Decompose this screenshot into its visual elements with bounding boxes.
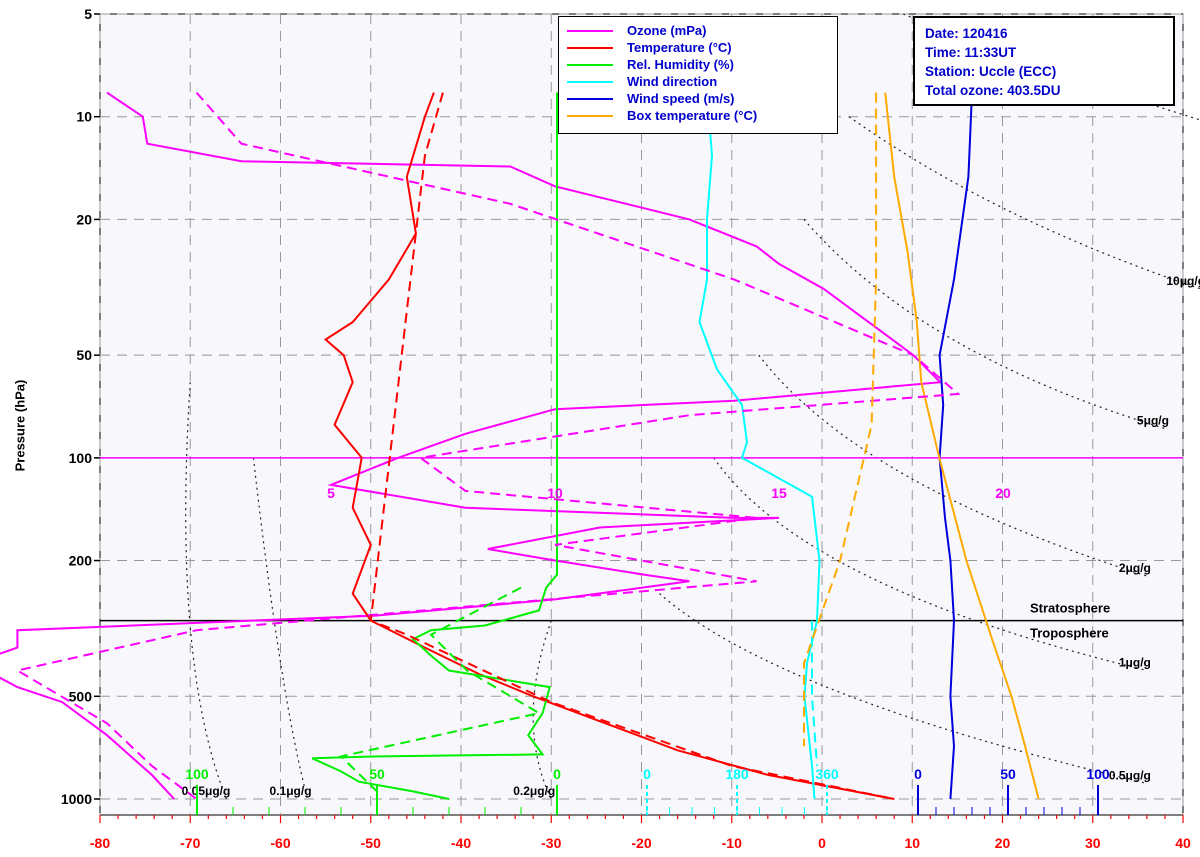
x-tick-label-temperature: 10 (904, 835, 920, 851)
legend: Ozone (mPa) Temperature (°C) Rel. Humidi… (558, 16, 838, 134)
y-tick-label: 200 (69, 553, 93, 569)
legend-swatch-humidity (567, 64, 613, 66)
mixing-ratio-label: 0.5μg/g (1109, 768, 1151, 782)
mixing-ratio-line (848, 116, 1200, 290)
x-tick-label-ozone: 15 (771, 485, 787, 501)
x-tick-label-temperature: -30 (541, 835, 561, 851)
grid (99, 13, 1184, 815)
x-tick-label-temperature: -80 (90, 835, 110, 851)
x-tick-label-ozone: 5 (327, 485, 335, 501)
legend-label-wind-direction: Wind direction (627, 74, 718, 89)
info-station: Station: Uccle (ECC) (925, 64, 1057, 79)
x-tick-label-temperature: 20 (995, 835, 1011, 851)
series-line (0, 91, 943, 800)
mixing-ratio-label: 1μg/g (1119, 655, 1151, 669)
legend-swatch-temperature (567, 47, 613, 49)
series-line (938, 92, 973, 800)
legend-item-temperature: Temperature (°C) (559, 40, 837, 56)
x-tick-label-temperature: 0 (818, 835, 826, 851)
y-tick-labels: 5 10 20 50 100 200 500 1000 (61, 6, 100, 807)
info-total-ozone: Total ozone: 403.5DU (925, 83, 1061, 98)
y-axis-label: Pressure (hPa) (0, 358, 42, 498)
x-tick-label-temperature: -60 (270, 835, 290, 851)
legend-item-ozone: Ozone (mPa) (559, 23, 837, 39)
series-line (311, 92, 558, 800)
legend-item-wind-speed: Wind speed (m/s) (559, 91, 837, 107)
legend-label-ozone: Ozone (mPa) (627, 23, 707, 38)
inner-minor-ticks (196, 807, 1099, 815)
x-tick-label-ozone: 10 (547, 485, 563, 501)
sounding-info-box: Date: 120416 Time: 11:33UT Station: Uccl… (913, 16, 1175, 106)
legend-item-box-temperature: Box temperature (°C) (559, 108, 837, 124)
series-line-dashed (803, 92, 878, 747)
x-tick-label-temperature: -50 (361, 835, 381, 851)
y-tick-label: 10 (76, 109, 92, 125)
wind-direction-axis-label: 360 (815, 766, 839, 782)
mixing-ratio-line (185, 382, 227, 800)
legend-item-humidity: Rel. Humidity (%) (559, 57, 837, 73)
x-tick-label-ozone: 20 (995, 485, 1011, 501)
series-line-dashed (811, 620, 818, 766)
legend-label-box-temperature: Box temperature (°C) (627, 108, 758, 123)
x-tick-label-temperature: -70 (180, 835, 200, 851)
legend-swatch-wind-speed (567, 98, 613, 100)
y-tick-label: 50 (76, 347, 92, 363)
y-tick-label: 20 (76, 211, 92, 227)
x-tick-label-temperature: -10 (722, 835, 742, 851)
humidity-axis-label: 50 (369, 766, 385, 782)
wind-speed-axis-label: 0 (914, 766, 922, 782)
wind-direction-axis-label: 0 (643, 766, 651, 782)
y-tick-label: 500 (69, 688, 93, 704)
mixing-ratio-line (532, 620, 552, 800)
x-tick-label-temperature: -40 (451, 835, 471, 851)
legend-swatch-wind-direction (567, 81, 613, 83)
x-tick-label-temperature: 40 (1175, 835, 1191, 851)
mixing-ratio-label: 0.05μg/g (182, 784, 231, 798)
wind-direction-axis-label: 180 (725, 766, 749, 782)
legend-label-wind-speed: Wind speed (m/s) (627, 91, 735, 106)
info-time: Time: 11:33UT (925, 45, 1017, 60)
humidity-axis-label: 100 (185, 766, 209, 782)
series-line (323, 92, 895, 800)
x-tick-label-temperature: 30 (1085, 835, 1101, 851)
legend-label-temperature: Temperature (°C) (627, 40, 732, 55)
humidity-axis-label: 0 (553, 766, 561, 782)
x-tick-labels-temperature: -80 -70 -60 -50 -40 -30 -20 -10 0 10 20 30 40 (90, 815, 1191, 851)
mixing-ratio-line (659, 593, 1148, 784)
mixing-ratio-line (803, 219, 1166, 430)
legend-label-humidity: Rel. Humidity (%) (627, 57, 734, 72)
mixing-ratio-line (252, 457, 309, 800)
x-tick-labels-ozone: 5 10 15 20 (327, 485, 1011, 501)
x-tick-label-temperature: -20 (631, 835, 651, 851)
y-tick-label: 5 (84, 6, 92, 22)
series-line (884, 92, 1040, 800)
legend-swatch-ozone (567, 30, 613, 32)
mixing-ratio-label: 5μg/g (1137, 413, 1169, 427)
series-dashed (14, 91, 961, 800)
mixing-ratio-lines: 20μg/g10μg/g5μg/g2μg/g1μg/g0.5μg/g0.2μg/… (182, 13, 1200, 800)
series-line (698, 92, 821, 800)
series-line-dashed (14, 91, 961, 800)
y-axis-label-text: Pressure (hPa) (12, 379, 28, 472)
mixing-ratio-label: 0.1μg/g (270, 784, 312, 798)
series-line-dashed (369, 92, 895, 800)
legend-item-wind-direction: Wind direction (559, 74, 837, 90)
y-tick-label: 100 (69, 450, 93, 466)
legend-swatch-box-temperature (567, 115, 613, 117)
stratosphere-label: Stratosphere (1030, 601, 1110, 616)
mixing-ratio-label: 2μg/g (1119, 561, 1151, 575)
wind-speed-axis-label: 50 (1000, 766, 1016, 782)
mixing-ratio-label: 0.2μg/g (513, 784, 555, 798)
series-solid (0, 91, 1040, 800)
series-line-dashed (338, 586, 542, 793)
mixing-ratio-line (758, 354, 1148, 577)
troposphere-label: Troposphere (1030, 626, 1109, 641)
mixing-ratio-label: 10μg/g (1166, 274, 1200, 288)
y-tick-label: 1000 (61, 791, 92, 807)
info-date: Date: 120416 (925, 26, 1008, 41)
wind-speed-axis-label: 100 (1086, 766, 1110, 782)
